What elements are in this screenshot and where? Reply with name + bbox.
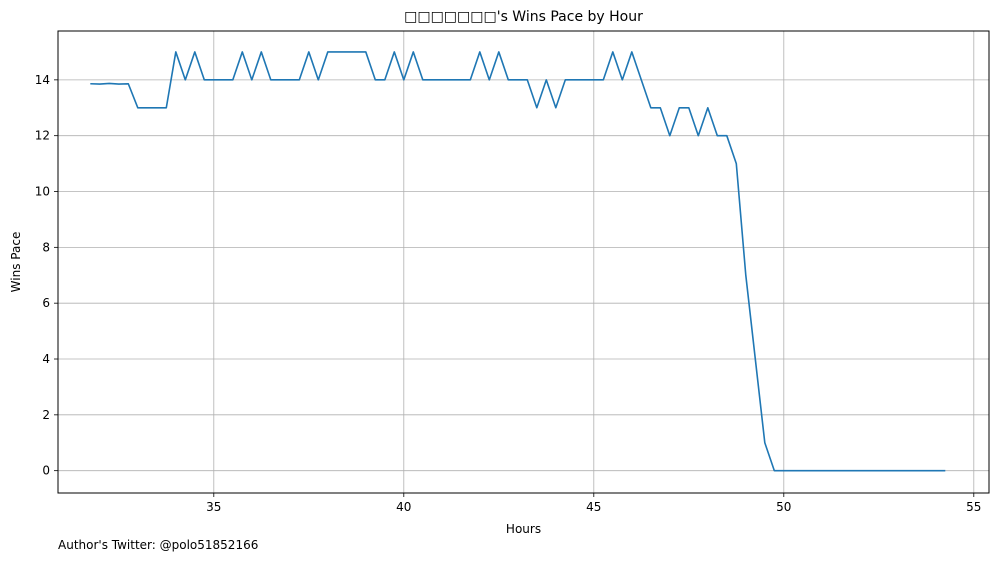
- y-tick-label: 4: [42, 352, 50, 366]
- tick-marks: 35 40 45 50 55 0 2 4 6 8 10 12 14: [35, 73, 982, 514]
- y-axis-title: Wins Pace: [9, 232, 23, 293]
- chart-title: □□□□□□□'s Wins Pace by Hour: [404, 9, 643, 25]
- x-axis-title: Hours: [506, 522, 541, 536]
- series-layer: [90, 52, 945, 471]
- y-tick-label: 14: [35, 73, 50, 87]
- x-tick-label: 50: [776, 500, 791, 514]
- y-tick-label: 8: [42, 240, 50, 254]
- x-tick-label: 40: [396, 500, 411, 514]
- y-tick-label: 2: [42, 408, 50, 422]
- x-tick-label: 35: [206, 500, 221, 514]
- y-tick-label: 12: [35, 129, 50, 143]
- author-credit: Author's Twitter: @polo51852166: [58, 538, 258, 552]
- plot-frame: [58, 31, 989, 493]
- y-tick-label: 10: [35, 185, 50, 199]
- y-tick-label: 0: [42, 464, 50, 478]
- wins-pace-line: [90, 52, 945, 471]
- grid-lines: [58, 31, 989, 493]
- x-tick-label: 55: [966, 500, 981, 514]
- x-tick-label: 45: [586, 500, 601, 514]
- y-tick-label: 6: [42, 296, 50, 310]
